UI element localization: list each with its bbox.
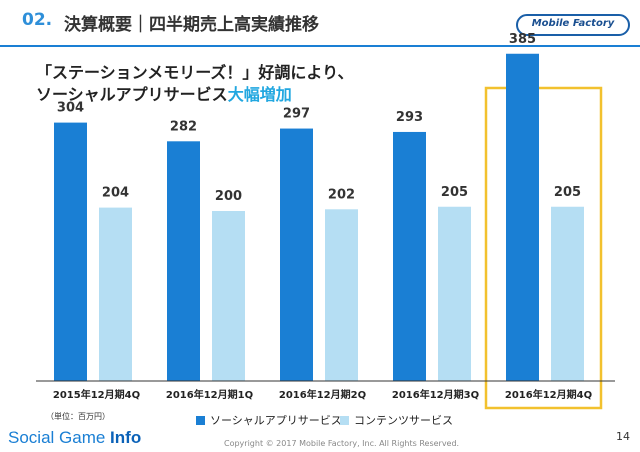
unit-note: （単位：百万円） [46,412,110,421]
highlight-box [484,86,603,410]
bar-contents-3 [438,206,471,381]
footer-brand-light: Social Game [8,428,111,447]
legend-swatch-social [196,415,205,425]
legend-item-contents: コンテンツサービス [340,412,453,428]
page-title: 決算概要｜四半期売上高実績推移 [64,15,319,35]
copyright: Copyright © 2017 Mobile Factory, Inc. Al… [224,439,460,448]
data-label-contents-1: 200 [215,189,242,204]
category-label-2: 2016年12月期2Q [279,388,366,401]
data-label-contents-3: 205 [441,185,468,200]
bar-social-3 [393,131,426,381]
data-label-contents-2: 202 [328,187,355,202]
bar-contents-0 [99,207,132,381]
footer-brand: Social Game Info [8,428,141,448]
header-rule [0,45,640,47]
data-label-social-3: 293 [396,110,423,125]
legend-label-social: ソーシャルアプリサービス [210,414,342,427]
category-label-4: 2016年12月期4Q [505,388,592,401]
data-label-social-4: 385 [509,32,536,47]
footer-brand-bold: Info [110,428,142,447]
header-number: 02. [22,10,53,30]
category-label-3: 2016年12月期3Q [392,388,479,401]
data-label-social-0: 304 [57,101,84,116]
legend-label-contents: コンテンツサービス [354,414,453,427]
page-number: 14 [616,430,630,443]
headline-line2: ソーシャルアプリサービス大幅増加 [36,84,353,106]
headline: 「ステーションメモリーズ！」好調により、 ソーシャルアプリサービス大幅増加 [36,62,353,106]
bar-social-2 [280,128,313,381]
category-label-0: 2015年12月期4Q [53,388,140,401]
headline-highlight: 大幅増加 [227,85,292,104]
bar-social-0 [54,122,87,381]
data-label-contents-0: 204 [102,186,129,201]
data-label-social-2: 297 [283,107,310,122]
bar-social-4 [506,53,539,381]
bar-contents-1 [212,211,245,381]
bar-contents-4 [551,206,584,381]
headline-line2-prefix: ソーシャルアプリサービス [36,85,228,104]
headline-line1: 「ステーションメモリーズ！」好調により、 [36,63,354,82]
company-logo: Mobile Factory [516,14,630,36]
bar-contents-2 [325,209,358,381]
legend-swatch-contents [340,415,349,425]
category-label-1: 2016年12月期1Q [166,388,253,401]
data-label-contents-4: 205 [554,185,581,200]
company-logo-text: Mobile Factory [531,18,615,29]
bar-social-1 [167,141,200,381]
legend-item-social: ソーシャルアプリサービス [196,412,342,428]
data-label-social-1: 282 [170,119,197,134]
